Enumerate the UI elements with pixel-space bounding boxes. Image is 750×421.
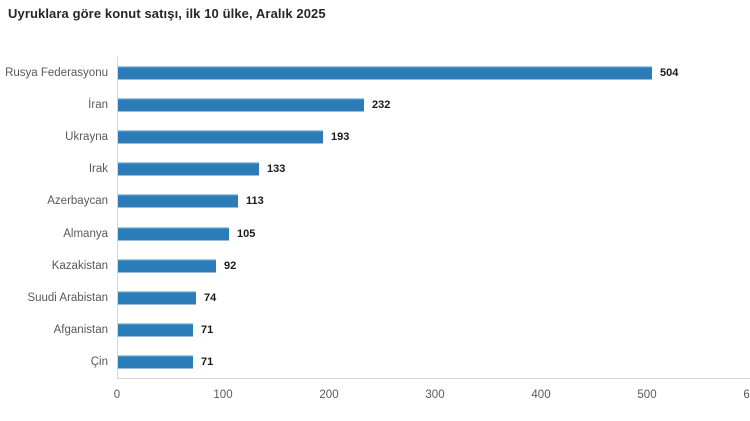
bar bbox=[118, 227, 229, 241]
bar-row: Suudi Arabistan 74 bbox=[0, 282, 750, 314]
value-label: 232 bbox=[372, 99, 391, 112]
bar-row: İran 232 bbox=[0, 89, 750, 121]
x-tick-label: 600 bbox=[743, 389, 750, 401]
bar-row: Afganistan 71 bbox=[0, 314, 750, 346]
bar bbox=[118, 194, 238, 208]
bar-row: Kazakistan 92 bbox=[0, 250, 750, 282]
bar bbox=[118, 259, 216, 273]
value-label: 74 bbox=[204, 291, 217, 304]
category-label: Kazakistan bbox=[51, 259, 108, 272]
y-axis-line bbox=[117, 57, 118, 378]
bar-row: Almanya 105 bbox=[0, 218, 750, 250]
category-label: Suudi Arabistan bbox=[27, 291, 108, 304]
category-label: Rusya Federasyonu bbox=[5, 67, 108, 80]
value-label: 504 bbox=[660, 67, 679, 80]
bar-row: Irak 133 bbox=[0, 153, 750, 185]
bar-row: Azerbaycan 113 bbox=[0, 185, 750, 217]
value-label: 71 bbox=[201, 323, 214, 336]
bar bbox=[118, 130, 323, 144]
value-label: 92 bbox=[224, 259, 237, 272]
x-tick-label: 400 bbox=[531, 389, 551, 401]
category-label: Irak bbox=[88, 163, 108, 176]
bar bbox=[118, 291, 196, 305]
category-label: Almanya bbox=[63, 227, 108, 240]
category-label: Afganistan bbox=[53, 323, 108, 336]
value-label: 71 bbox=[201, 355, 214, 368]
category-label: Çin bbox=[90, 355, 108, 368]
x-tick-label: 100 bbox=[213, 389, 233, 401]
value-label: 105 bbox=[237, 227, 256, 240]
x-tick-label: 200 bbox=[319, 389, 339, 401]
x-tick-label: 500 bbox=[637, 389, 657, 401]
bar bbox=[118, 162, 259, 176]
category-label: İran bbox=[88, 99, 108, 112]
x-tick-label: 300 bbox=[425, 389, 445, 401]
bar bbox=[118, 323, 193, 337]
category-label: Azerbaycan bbox=[47, 195, 108, 208]
x-tick-label: 0 bbox=[113, 389, 121, 401]
bar-row: Rusya Federasyonu 504 bbox=[0, 57, 750, 89]
bar-row: Çin 71 bbox=[0, 346, 750, 378]
value-label: 133 bbox=[267, 163, 286, 176]
chart-title: Uyruklara göre konut satışı, ilk 10 ülke… bbox=[8, 6, 326, 21]
bar bbox=[118, 98, 364, 112]
x-axis-line bbox=[117, 378, 750, 379]
plot-area: Rusya Federasyonu 504 İran 232 Ukrayna 193 Ira… bbox=[0, 57, 750, 401]
value-label: 113 bbox=[246, 195, 264, 208]
bar bbox=[118, 355, 193, 369]
bar bbox=[118, 66, 652, 80]
category-label: Ukrayna bbox=[65, 131, 108, 144]
value-label: 193 bbox=[331, 131, 350, 144]
bar-row: Ukrayna 193 bbox=[0, 121, 750, 153]
